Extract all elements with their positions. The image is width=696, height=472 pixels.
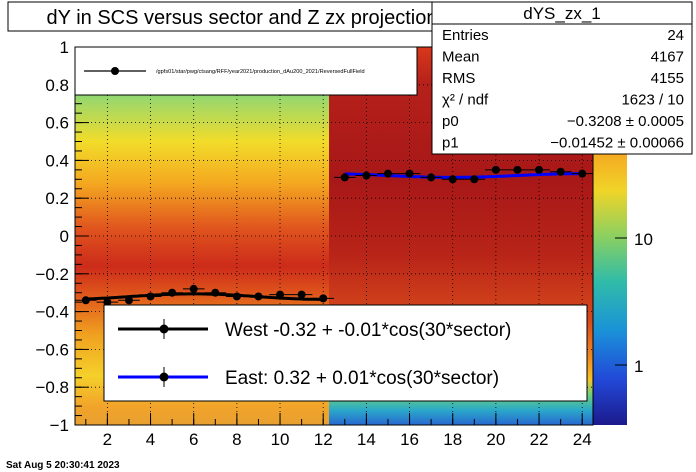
data-points [75, 165, 593, 307]
east-data-point [470, 175, 479, 184]
west-legend-text: West -0.32 + -0.01*cos(30*sector) [225, 320, 511, 341]
east-data-point [427, 173, 436, 182]
west-data-point [319, 294, 328, 303]
x-tick-label: 22 [530, 430, 549, 449]
y-tick-label: −0.2 [35, 265, 69, 284]
east-data-point [340, 173, 349, 182]
stats-label: p1 [442, 135, 459, 152]
fit-legend-box [103, 304, 588, 402]
east-data-point [383, 169, 392, 178]
x-tick-label: 6 [189, 430, 198, 449]
east-data-point [405, 169, 414, 178]
y-tick-label: 0.4 [45, 151, 69, 170]
east-data-point [513, 165, 522, 174]
x-tick-label: 12 [314, 430, 333, 449]
east-data-point [448, 175, 457, 184]
west-data-point [124, 296, 133, 305]
stats-label: RMS [442, 70, 475, 87]
west-data-point [103, 298, 112, 307]
stats-value: 4167 [651, 49, 684, 66]
x-tick-label: 18 [443, 430, 462, 449]
east-legend-text: East: 0.32 + 0.01*cos(30*sector) [225, 368, 499, 389]
file-legend-text: /gpfs01/star/pwg/ctsang/RFF/year2021/pro… [156, 69, 365, 75]
east-data-point [491, 165, 500, 174]
east-data-point [556, 167, 565, 176]
y-tick-label: 0.8 [45, 76, 69, 95]
x-tick-label: 14 [357, 430, 376, 449]
y-tick-label: −0.4 [35, 303, 69, 322]
x-tick-label: 4 [146, 430, 155, 449]
west-data-point [254, 292, 263, 301]
stats-name: dYS_zx_1 [523, 4, 601, 23]
stats-value: 4155 [651, 70, 684, 87]
y-tick-label: −1 [50, 416, 69, 435]
x-tick-label: 24 [573, 430, 592, 449]
stats-label: χ² / ndf [442, 92, 489, 109]
west-data-point [211, 288, 220, 297]
y-tick-label: 0.2 [45, 189, 69, 208]
west-data-point [168, 288, 177, 297]
z-tick-label: 10 [634, 230, 653, 249]
y-tick-label: 1 [60, 38, 69, 57]
west-data-point [146, 292, 155, 301]
west-data-point [189, 284, 198, 293]
y-tick-label: −0.6 [35, 340, 69, 359]
y-tick-label: −0.8 [35, 378, 69, 397]
stats-value: 24 [667, 27, 684, 44]
title-box [7, 1, 477, 32]
stats-value: −0.01452 ± 0.00066 [550, 135, 684, 152]
file-legend-marker [111, 67, 119, 75]
stats-label: p0 [442, 113, 459, 130]
west-data-point [232, 292, 241, 301]
stats-box [431, 1, 693, 155]
x-tick-label: 10 [271, 430, 290, 449]
west-fit-curve [85, 292, 324, 301]
x-tick-label: 2 [103, 430, 112, 449]
stats-value: −0.3208 ± 0.0005 [567, 113, 684, 130]
stats-label: Mean [442, 49, 480, 66]
y-tick-label: 0.6 [45, 114, 69, 133]
west-data-point [81, 296, 90, 305]
y-tick-label: 0 [60, 227, 69, 246]
x-tick-label: 16 [400, 430, 419, 449]
stats-label: Entries [442, 27, 489, 44]
west-legend-marker [159, 324, 169, 334]
east-data-point [578, 169, 587, 178]
west-data-point [297, 290, 306, 299]
x-axis: 2 4 6 8 10 12 14 16 18 20 22 24 [85, 413, 592, 449]
east-data-point [535, 165, 544, 174]
stats-rows: Entries 24 Mean 4167 RMS 4155 χ² / ndf 1623 / 1… [442, 27, 684, 152]
stats-value: 1623 / 10 [621, 92, 684, 109]
west-data-point [276, 290, 285, 299]
x-tick-label: 8 [232, 430, 241, 449]
footer-timestamp: Sat Aug 5 20:30:41 2023 [6, 460, 120, 471]
chart-title: dY in SCS versus sector and Z zx project… [47, 7, 438, 29]
z-axis: 1 10 [615, 230, 653, 376]
east-legend-marker [159, 372, 169, 382]
x-tick-label: 20 [486, 430, 505, 449]
z-tick-label: 1 [634, 357, 643, 376]
east-data-point [362, 171, 371, 180]
